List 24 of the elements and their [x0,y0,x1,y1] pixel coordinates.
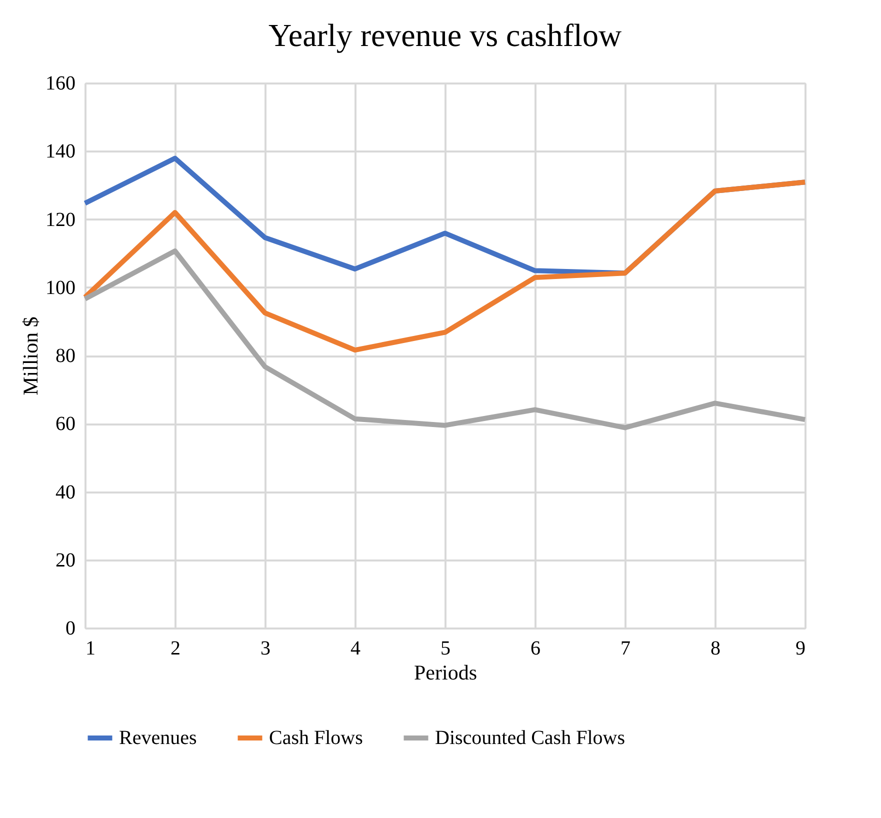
x-tick-label: 2 [170,638,180,660]
x-tick-label: 5 [440,638,450,660]
y-tick-label: 120 [46,208,76,231]
x-tick-label: 6 [530,638,540,660]
y-tick-label: 80 [56,345,76,367]
y-tick-label: 20 [56,549,76,572]
y-tick-label: 160 [46,72,76,94]
x-tick-label: 7 [620,638,630,660]
x-tick-label: 3 [260,638,270,660]
legend-label: Discounted Cash Flows [435,727,626,749]
y-tick-label: 140 [46,140,76,163]
y-tick-label: 40 [56,481,76,504]
y-tick-label: 100 [46,276,76,299]
y-tick-label: 0 [66,618,76,640]
x-axis-title: Periods [414,660,477,684]
legend-label: Cash Flows [269,727,364,749]
y-tick-label: 60 [56,413,76,436]
x-tick-label: 4 [350,638,360,660]
x-tick-label: 8 [710,638,720,660]
x-tick-label: 1 [86,638,96,660]
x-tick-label: 9 [796,638,806,660]
legend-label: Revenues [119,727,197,749]
y-axis-title: Million $ [18,316,42,396]
chart-title: Yearly revenue vs cashflow [268,17,622,53]
